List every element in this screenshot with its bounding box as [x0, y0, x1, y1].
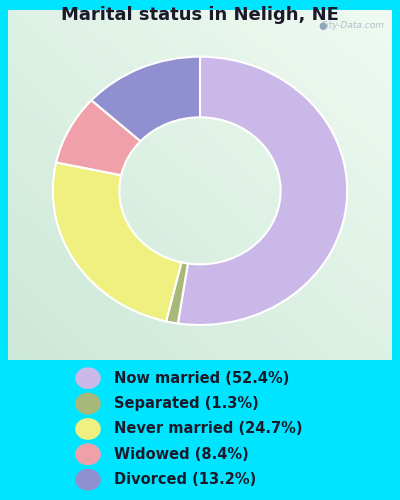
Ellipse shape — [75, 392, 101, 414]
Text: Separated (1.3%): Separated (1.3%) — [114, 396, 259, 411]
Wedge shape — [56, 100, 140, 176]
Text: Never married (24.7%): Never married (24.7%) — [114, 422, 302, 436]
Ellipse shape — [75, 469, 101, 490]
Text: Widowed (8.4%): Widowed (8.4%) — [114, 447, 249, 462]
Ellipse shape — [75, 418, 101, 440]
Wedge shape — [178, 56, 347, 325]
Text: ●: ● — [318, 20, 327, 30]
Ellipse shape — [75, 368, 101, 389]
Wedge shape — [53, 162, 182, 322]
Text: City-Data.com: City-Data.com — [320, 20, 384, 30]
Ellipse shape — [75, 444, 101, 465]
Text: Divorced (13.2%): Divorced (13.2%) — [114, 472, 256, 487]
Wedge shape — [92, 56, 200, 141]
Wedge shape — [166, 262, 188, 324]
Text: Marital status in Neligh, NE: Marital status in Neligh, NE — [61, 6, 339, 24]
Text: Now married (52.4%): Now married (52.4%) — [114, 370, 289, 386]
